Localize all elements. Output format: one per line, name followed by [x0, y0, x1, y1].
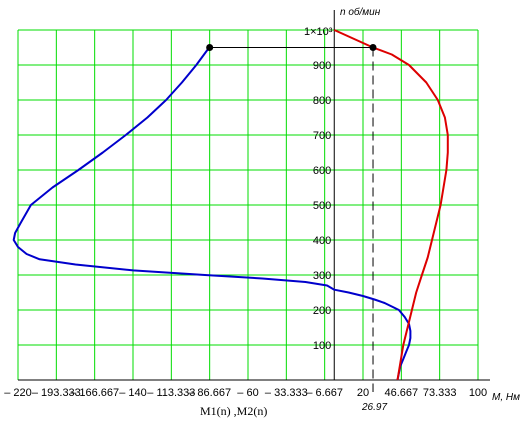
- y-tick-label: 700: [313, 130, 331, 142]
- x-tick-label: 46.667: [385, 387, 419, 399]
- y-tick-label: 900: [313, 60, 331, 72]
- x-tick-label: 73.333: [423, 387, 457, 399]
- y-tick-label: 200: [313, 305, 331, 317]
- series-line-1: [12, 46, 412, 381]
- y-tick-label: 600: [313, 165, 331, 177]
- x-tick-label: – 113.333: [147, 387, 195, 399]
- x-tick-label: 100: [469, 387, 487, 399]
- x-tick-label: – 140: [119, 387, 147, 399]
- x-tick-label: – 193.333: [32, 387, 81, 399]
- x-axis-label: M, Нм: [492, 392, 520, 403]
- axes: [18, 10, 490, 381]
- footer-label: M1(n) ,M2(n): [200, 404, 267, 418]
- y-tick-label: 400: [313, 235, 331, 247]
- guide-lines: [209, 47, 374, 392]
- y-axis-label: n об/мин: [340, 6, 381, 18]
- y-tick-label: 300: [313, 270, 331, 282]
- curves: [12, 29, 449, 381]
- x-tick-label: – 86.667: [188, 387, 231, 399]
- x-tick-label: – 33.333: [265, 387, 308, 399]
- x-marker-label: 26.97: [361, 402, 387, 413]
- x-tick-label: – 6.667: [306, 387, 343, 399]
- y-top-label: 1×10³: [304, 26, 333, 38]
- marker-point: [369, 44, 377, 51]
- x-tick-label: 20: [357, 387, 369, 399]
- x-tick-label: – 60: [237, 387, 258, 399]
- marker-point: [206, 44, 214, 51]
- tick-labels: – 220– 193.333– 166.667– 140– 113.333– 8…: [4, 60, 487, 399]
- y-tick-label: 800: [313, 95, 331, 107]
- marker-points: [206, 44, 377, 51]
- x-tick-label: – 220: [4, 387, 32, 399]
- series-line-2: [333, 29, 449, 381]
- y-tick-label: 100: [313, 340, 331, 352]
- y-tick-label: 500: [313, 200, 331, 212]
- x-tick-label: – 166.667: [70, 387, 119, 399]
